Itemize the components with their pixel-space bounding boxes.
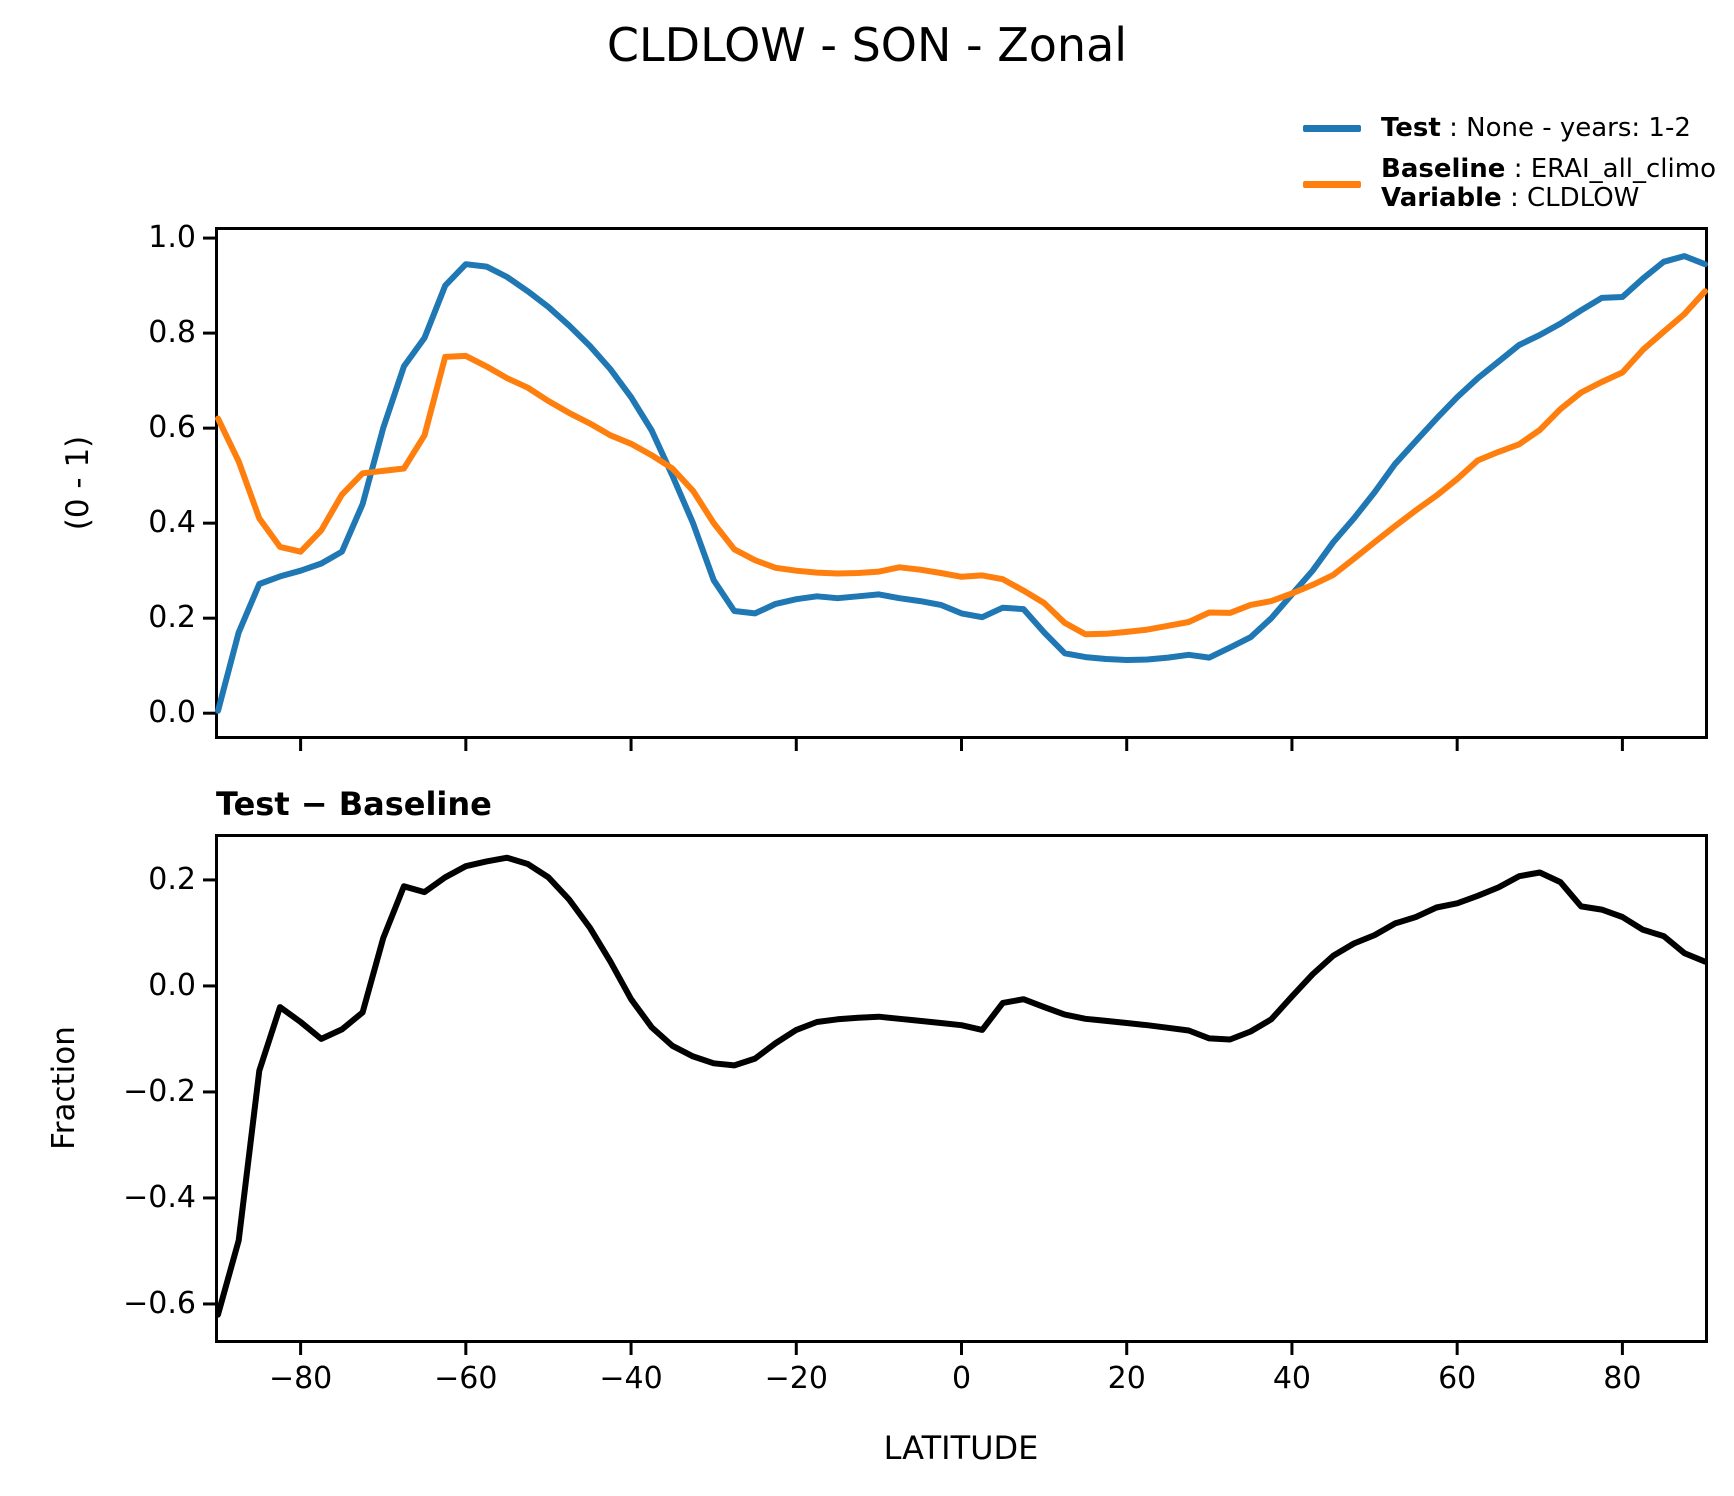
diff-curve bbox=[215, 854, 1708, 1318]
legend-baseline-key: Baseline bbox=[1381, 154, 1506, 184]
x-tick-label: 20 bbox=[1107, 1361, 1146, 1396]
test-line-swatch bbox=[1303, 125, 1361, 132]
axes-bottom-canvas bbox=[203, 854, 1708, 1355]
legend-entry-test-label: Test : None - years: 1-2 bbox=[1381, 114, 1691, 143]
y-tick-label: 0.6 bbox=[148, 410, 196, 446]
y-tick-label: −0.6 bbox=[123, 1285, 196, 1321]
legend-variable-key: Variable bbox=[1381, 183, 1502, 213]
test-curve bbox=[215, 253, 1708, 714]
x-tick-label: 40 bbox=[1272, 1361, 1312, 1396]
baseline-curve bbox=[215, 288, 1708, 638]
y-tick-label: −0.4 bbox=[123, 1179, 196, 1215]
diff-subplot-title: Test − Baseline bbox=[216, 785, 492, 823]
y-tick-label: 0.4 bbox=[148, 505, 196, 541]
legend-variable-line: Variable : CLDLOW bbox=[1381, 184, 1716, 213]
y-tick-label: 0.0 bbox=[148, 967, 196, 1003]
y-tick-label: 1.0 bbox=[148, 220, 196, 256]
legend-variable-value: : CLDLOW bbox=[1501, 183, 1640, 213]
y-tick-label: 0.2 bbox=[148, 600, 196, 636]
legend-entry-baseline: Baseline : ERAI_all_climo Variable : CLD… bbox=[1303, 155, 1716, 213]
figure-title: CLDLOW - SON - Zonal bbox=[606, 18, 1128, 72]
x-tick-label: −80 bbox=[268, 1361, 333, 1396]
top-axes bbox=[203, 227, 1708, 751]
y-tick-label: −0.2 bbox=[123, 1073, 196, 1109]
x-tick-label: 80 bbox=[1603, 1361, 1642, 1396]
x-tick-label: −40 bbox=[599, 1361, 663, 1396]
x-tick-label: −60 bbox=[434, 1361, 498, 1396]
baseline-line-swatch bbox=[1303, 180, 1361, 188]
x-axis-label: LATITUDE bbox=[883, 1429, 1039, 1467]
y-tick-label: 0.2 bbox=[148, 861, 196, 897]
legend-baseline-line: Baseline : ERAI_all_climo bbox=[1381, 155, 1716, 184]
legend-entry-test: Test : None - years: 1-2 bbox=[1303, 114, 1716, 143]
legend-test-key: Test bbox=[1381, 113, 1441, 143]
x-tick-label: 0 bbox=[951, 1361, 972, 1396]
y-tick-label: 0.8 bbox=[148, 315, 196, 351]
legend-entry-baseline-label: Baseline : ERAI_all_climo Variable : CLD… bbox=[1381, 155, 1716, 213]
axes-top-canvas bbox=[203, 236, 1708, 751]
legend: Test : None - years: 1-2 Baseline : ERAI… bbox=[1303, 114, 1716, 225]
y-tick-label: 0.0 bbox=[148, 695, 196, 731]
x-tick-label: 60 bbox=[1438, 1361, 1477, 1396]
bottom-axes bbox=[203, 834, 1708, 1355]
legend-test-value: : None - years: 1-2 bbox=[1440, 113, 1691, 143]
x-tick-label: −20 bbox=[764, 1361, 828, 1396]
legend-baseline-value: : ERAI_all_climo bbox=[1505, 154, 1716, 184]
